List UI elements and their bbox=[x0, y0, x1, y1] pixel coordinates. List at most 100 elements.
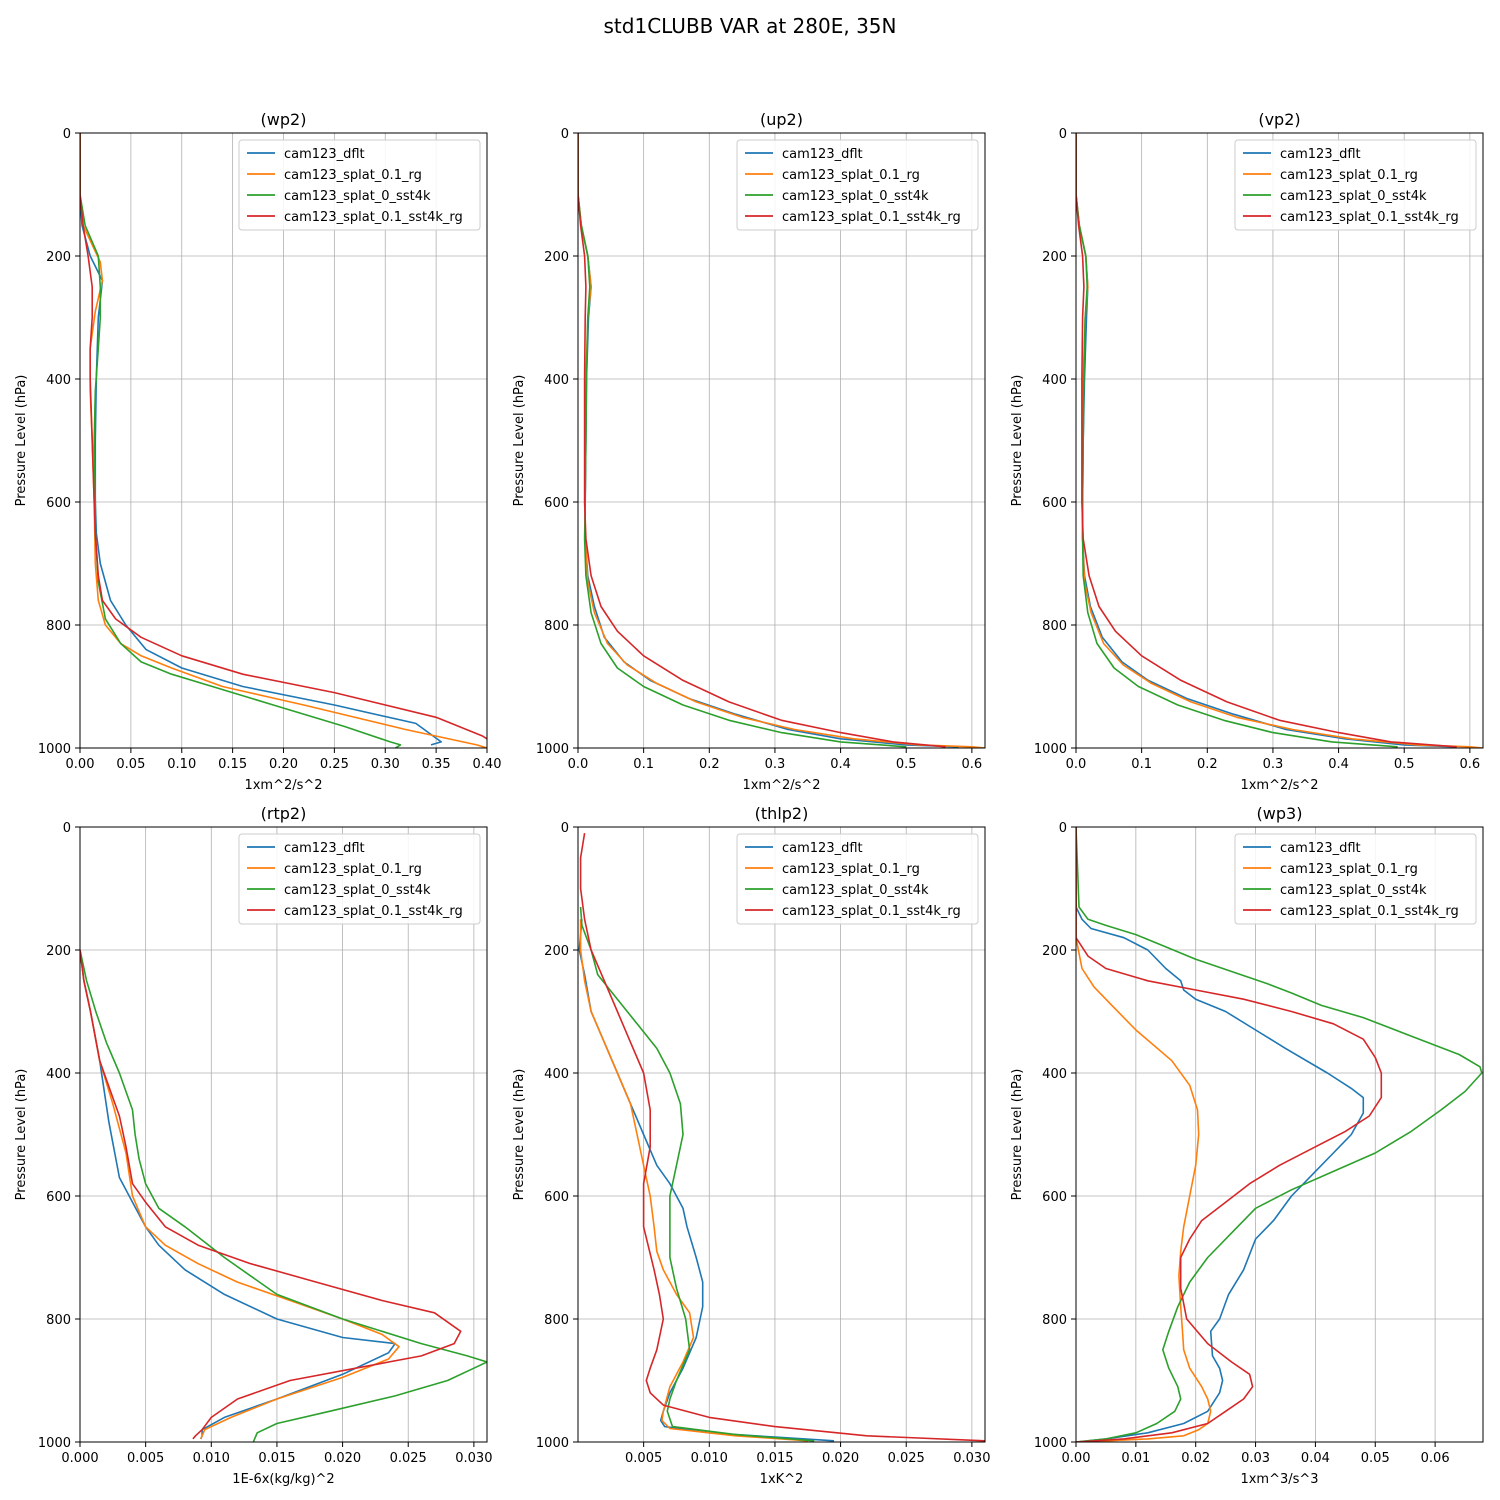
y-tick-label: 200 bbox=[46, 944, 71, 959]
x-tick-label: 0.005 bbox=[625, 1451, 662, 1466]
y-tick-label: 800 bbox=[1042, 1313, 1067, 1328]
x-tick-label: 0.005 bbox=[127, 1451, 164, 1466]
series-line-cam123_splat_0_sst4k bbox=[578, 133, 907, 748]
x-tick-label: 0.00 bbox=[66, 757, 95, 772]
y-tick-label: 0 bbox=[63, 821, 71, 836]
x-tick-label: 0.05 bbox=[116, 757, 145, 772]
y-tick-label: 400 bbox=[46, 373, 71, 388]
x-tick-label: 0.10 bbox=[167, 757, 196, 772]
x-tick-label: 0.01 bbox=[1121, 1451, 1150, 1466]
y-tick-label: 800 bbox=[544, 619, 569, 634]
x-tick-label: 0.5 bbox=[1394, 757, 1415, 772]
legend-label: cam123_dflt bbox=[782, 147, 863, 162]
legend-label: cam123_splat_0_sst4k bbox=[284, 883, 431, 898]
y-tick-label: 0 bbox=[1059, 821, 1067, 836]
legend: cam123_dflt cam123_splat_0.1_rg cam123_spl… bbox=[238, 833, 481, 925]
x-tick-label: 0.020 bbox=[822, 1451, 859, 1466]
series-line-cam123_splat_0_sst4k bbox=[80, 949, 487, 1442]
series-line-cam123_splat_0.1_rg bbox=[579, 919, 808, 1442]
y-tick-label: 600 bbox=[46, 1190, 71, 1205]
x-tick-label: 0.3 bbox=[1263, 757, 1284, 772]
y-tick-label: 400 bbox=[46, 1067, 71, 1082]
series-line-cam123_splat_0.1_sst4k_rg bbox=[579, 832, 985, 1442]
axes-frame bbox=[577, 132, 986, 749]
x-tick-label: 0.6 bbox=[1460, 757, 1481, 772]
panel-title: (wp2) bbox=[261, 110, 307, 129]
legend-label: cam123_splat_0.1_sst4k_rg bbox=[1280, 904, 1459, 919]
y-tick-label: 0 bbox=[561, 127, 569, 142]
y-tick-label: 400 bbox=[544, 373, 569, 388]
series-group bbox=[1076, 827, 1483, 1442]
legend: cam123_dflt cam123_splat_0.1_rg cam123_spl… bbox=[736, 833, 979, 925]
series-line-cam123_dflt bbox=[1076, 827, 1365, 1442]
legend: cam123_dflt cam123_splat_0.1_rg cam123_spl… bbox=[736, 139, 979, 231]
legend-label: cam123_splat_0.1_rg bbox=[1280, 862, 1418, 877]
legend-box bbox=[1234, 833, 1477, 925]
y-tick-label: 400 bbox=[1042, 373, 1067, 388]
x-tick-label: 0.0 bbox=[568, 757, 589, 772]
legend-label: cam123_dflt bbox=[1280, 147, 1361, 162]
x-tick-label: 0.1 bbox=[633, 757, 654, 772]
x-tick-label: 0.015 bbox=[258, 1451, 295, 1466]
legend-box bbox=[238, 139, 481, 231]
legend-label: cam123_splat_0.1_sst4k_rg bbox=[782, 210, 961, 225]
legend-box bbox=[1234, 139, 1477, 231]
x-axis-label: 1xm^2/s^2 bbox=[742, 778, 820, 793]
legend-label: cam123_splat_0.1_rg bbox=[782, 168, 920, 183]
x-tick-label: 0.25 bbox=[320, 757, 349, 772]
x-tick-label: 0.30 bbox=[371, 757, 400, 772]
legend-label: cam123_splat_0_sst4k bbox=[1280, 189, 1427, 204]
x-tick-label: 0.030 bbox=[953, 1451, 990, 1466]
series-line-cam123_splat_0_sst4k bbox=[1076, 133, 1398, 748]
series-line-cam123_splat_0.1_rg bbox=[80, 949, 400, 1440]
x-tick-label: 0.2 bbox=[1197, 757, 1218, 772]
series-line-cam123_splat_0.1_rg bbox=[80, 133, 487, 748]
series-line-cam123_splat_0.1_rg bbox=[1076, 827, 1212, 1442]
axes-frame bbox=[79, 132, 488, 749]
x-tick-label: 0.02 bbox=[1181, 1451, 1210, 1466]
y-tick-label: 600 bbox=[544, 496, 569, 511]
x-tick-label: 0.06 bbox=[1421, 1451, 1450, 1466]
y-tick-label: 200 bbox=[1042, 944, 1067, 959]
series-group bbox=[578, 832, 985, 1442]
y-tick-label: 600 bbox=[46, 496, 71, 511]
panel-up2: 0.0 0.1 0.2 0.3 0.4 0.5 0.6 0 200 400 600 800 1000 (u… bbox=[512, 110, 986, 793]
panel-thlp2: 0.005 0.010 0.015 0.020 0.025 0.030 0 200 400 600… bbox=[512, 804, 990, 1487]
x-tick-label: 0.35 bbox=[422, 757, 451, 772]
series-group bbox=[80, 949, 487, 1442]
x-axis-label: 1E-6x(kg/kg)^2 bbox=[232, 1472, 334, 1487]
x-tick-label: 0.030 bbox=[455, 1451, 492, 1466]
x-tick-label: 0.40 bbox=[473, 757, 502, 772]
series-line-cam123_splat_0_sst4k bbox=[1076, 827, 1483, 1442]
legend-label: cam123_splat_0_sst4k bbox=[782, 883, 929, 898]
y-tick-label: 600 bbox=[1042, 1190, 1067, 1205]
series-group bbox=[1076, 133, 1483, 748]
x-tick-label: 0.025 bbox=[888, 1451, 925, 1466]
panel-title: (rtp2) bbox=[261, 804, 307, 823]
legend-label: cam123_splat_0.1_rg bbox=[284, 168, 422, 183]
legend-label: cam123_splat_0_sst4k bbox=[782, 189, 929, 204]
y-tick-label: 800 bbox=[544, 1313, 569, 1328]
panel-title: (wp3) bbox=[1257, 804, 1303, 823]
series-group bbox=[80, 133, 487, 748]
x-tick-label: 0.00 bbox=[1062, 1451, 1091, 1466]
legend-label: cam123_dflt bbox=[284, 147, 365, 162]
y-tick-label: 800 bbox=[1042, 619, 1067, 634]
y-tick-label: 1000 bbox=[536, 742, 569, 757]
x-tick-label: 0.4 bbox=[830, 757, 851, 772]
legend-label: cam123_splat_0.1_sst4k_rg bbox=[782, 904, 961, 919]
x-axis-label: 1xm^2/s^2 bbox=[1240, 778, 1318, 793]
panel-title: (vp2) bbox=[1258, 110, 1300, 129]
panel-rtp2: 0.000 0.005 0.010 0.015 0.020 0.025 0.030 0 200 4… bbox=[14, 804, 492, 1487]
axes-frame bbox=[79, 826, 488, 1443]
x-tick-label: 0.025 bbox=[390, 1451, 427, 1466]
legend: cam123_dflt cam123_splat_0.1_rg cam123_spl… bbox=[1234, 833, 1477, 925]
x-tick-label: 0.04 bbox=[1301, 1451, 1330, 1466]
legend-label: cam123_dflt bbox=[284, 841, 365, 856]
legend-label: cam123_splat_0_sst4k bbox=[1280, 883, 1427, 898]
legend-box bbox=[736, 139, 979, 231]
legend-label: cam123_splat_0.1_rg bbox=[284, 862, 422, 877]
panel-wp3: 0.00 0.01 0.02 0.03 0.04 0.05 0.06 0 200 400 600 80… bbox=[1010, 804, 1484, 1487]
series-line-cam123_splat_0.1_sst4k_rg bbox=[80, 949, 462, 1440]
legend: cam123_dflt cam123_splat_0.1_rg cam123_spl… bbox=[238, 139, 481, 231]
